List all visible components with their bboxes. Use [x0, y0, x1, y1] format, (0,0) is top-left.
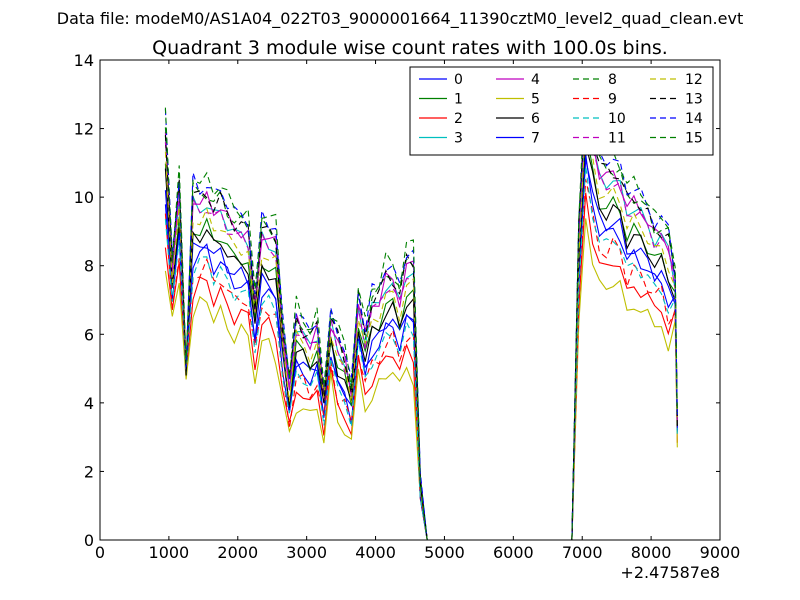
series-line-11	[164, 118, 678, 540]
legend-label-10: 10	[608, 111, 626, 127]
legend-label-7: 7	[531, 131, 540, 147]
y-tick-label: 8	[84, 257, 94, 276]
series-line-2	[164, 192, 678, 540]
series-lines	[164, 73, 678, 540]
legend-label-11: 11	[608, 131, 626, 147]
series-line-8	[164, 99, 678, 540]
y-tick-label: 10	[74, 188, 94, 207]
y-tick-label: 4	[84, 394, 94, 413]
series-line-5	[164, 218, 678, 540]
y-tick-label: 2	[84, 462, 94, 481]
y-tick-label: 0	[84, 531, 94, 550]
series-line-3	[164, 115, 678, 540]
chart-title: Quadrant 3 module wise count rates with …	[152, 37, 668, 59]
x-offset-label: +2.47587e8	[620, 563, 720, 582]
series-line-14	[164, 92, 678, 540]
legend-label-5: 5	[531, 92, 540, 108]
legend-label-0: 0	[454, 72, 463, 88]
x-tick-label: 7000	[562, 543, 603, 562]
x-tick-label: 1000	[149, 543, 190, 562]
x-axis: 0 1000 2000 3000 4000 5000 6000 7000 8000 9000	[95, 60, 740, 562]
legend-label-8: 8	[608, 72, 617, 88]
series-line-9	[164, 179, 678, 540]
series-line-6	[164, 144, 678, 540]
legend-box	[409, 66, 714, 156]
legend-label-14: 14	[685, 111, 703, 127]
legend-label-2: 2	[454, 111, 463, 127]
x-tick-label: 6000	[493, 543, 534, 562]
x-tick-label: 9000	[700, 543, 741, 562]
legend-label-9: 9	[608, 92, 617, 108]
legend-label-12: 12	[685, 72, 703, 88]
plot-frame	[99, 59, 721, 541]
legend-label-15: 15	[685, 131, 703, 147]
series-line-15	[164, 73, 678, 540]
series-line-13	[164, 95, 678, 540]
legend-label-13: 13	[685, 92, 703, 108]
legend-label-3: 3	[454, 131, 463, 147]
x-tick-label: 4000	[355, 543, 396, 562]
y-tick-label: 12	[74, 120, 94, 139]
series-line-7	[164, 154, 678, 540]
series-line-10	[164, 166, 678, 540]
series-line-4	[164, 96, 678, 540]
data-file-label: Data file: modeM0/AS1A04_022T03_90000016…	[57, 9, 743, 29]
series-line-1	[164, 130, 678, 540]
x-tick-label: 5000	[424, 543, 465, 562]
x-tick-label: 2000	[217, 543, 258, 562]
legend-label-6: 6	[531, 111, 540, 127]
legend-label-1: 1	[454, 92, 463, 108]
x-tick-label: 8000	[631, 543, 672, 562]
y-tick-label: 14	[74, 51, 94, 70]
legend-label-4: 4	[531, 72, 540, 88]
x-tick-label: 0	[95, 543, 105, 562]
series-line-12	[164, 118, 678, 540]
x-tick-label: 3000	[286, 543, 327, 562]
y-tick-label: 6	[84, 325, 94, 344]
